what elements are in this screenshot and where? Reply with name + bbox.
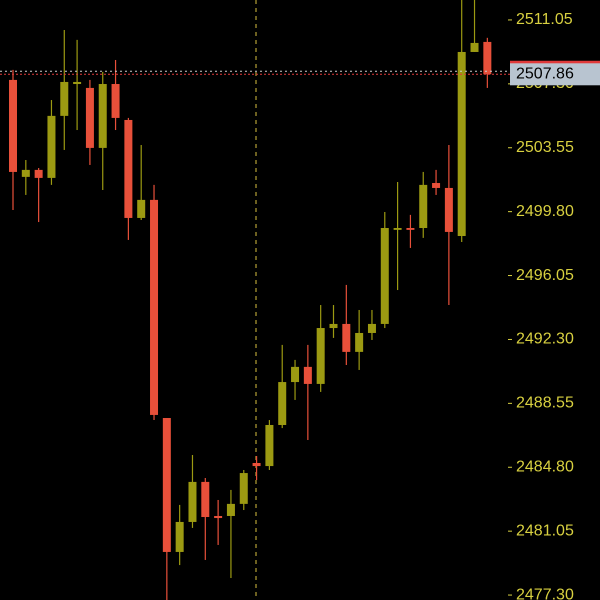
y-tick-label: 2499.80 <box>516 203 574 220</box>
last-price-label: 2507.86 <box>516 66 574 83</box>
candle-body <box>291 366 300 383</box>
candle-body <box>137 199 146 218</box>
candle-body <box>265 424 274 467</box>
y-tick-label: 2511.05 <box>516 11 573 28</box>
candle-body <box>470 42 479 52</box>
candle-body <box>21 169 30 177</box>
candle-body <box>60 81 69 116</box>
candle-body <box>162 418 171 552</box>
candle-body <box>355 332 364 352</box>
candle-body <box>85 87 94 148</box>
candle-body <box>303 366 312 384</box>
y-tick-label: 2488.55 <box>516 395 574 412</box>
candle-body <box>124 119 133 218</box>
candle-body <box>393 228 402 230</box>
y-tick-label: 2503.55 <box>516 139 574 156</box>
plot <box>0 0 510 600</box>
candle-body <box>73 81 82 85</box>
candle-body <box>342 323 351 352</box>
candle-body <box>329 323 338 329</box>
candle-body <box>175 521 184 552</box>
candle-body <box>188 481 197 522</box>
candle-body <box>380 228 389 324</box>
candle-body <box>316 328 325 384</box>
candle-body <box>150 199 159 415</box>
y-tick-label: 2484.80 <box>516 458 574 475</box>
candle-body <box>483 41 492 75</box>
last-price-box <box>510 63 600 86</box>
candle-body <box>111 84 120 118</box>
candle-body <box>9 79 17 172</box>
candle-body <box>214 515 223 519</box>
candle-body <box>367 323 376 333</box>
candle-body <box>201 481 210 518</box>
candle-body <box>252 462 261 467</box>
candle-body <box>419 184 428 229</box>
y-tick-label: 2492.30 <box>516 331 574 348</box>
candle-body <box>34 169 43 178</box>
y-tick-label: 2481.05 <box>516 522 574 539</box>
candle-body <box>47 115 56 178</box>
y-tick-label: 2496.05 <box>516 267 574 284</box>
candle-body <box>278 382 287 425</box>
y-tick-label: 2477.30 <box>516 586 574 600</box>
candle-body <box>98 84 107 148</box>
candle-body <box>406 228 415 230</box>
candle-body <box>239 473 248 504</box>
candle-body <box>444 187 453 232</box>
price-axis: 2477.30 2481.05 2484.80 2488.55 2492.30 2496.… <box>508 11 600 600</box>
candle-body <box>432 183 441 188</box>
candle-body <box>226 503 235 516</box>
candle-body <box>457 51 466 237</box>
